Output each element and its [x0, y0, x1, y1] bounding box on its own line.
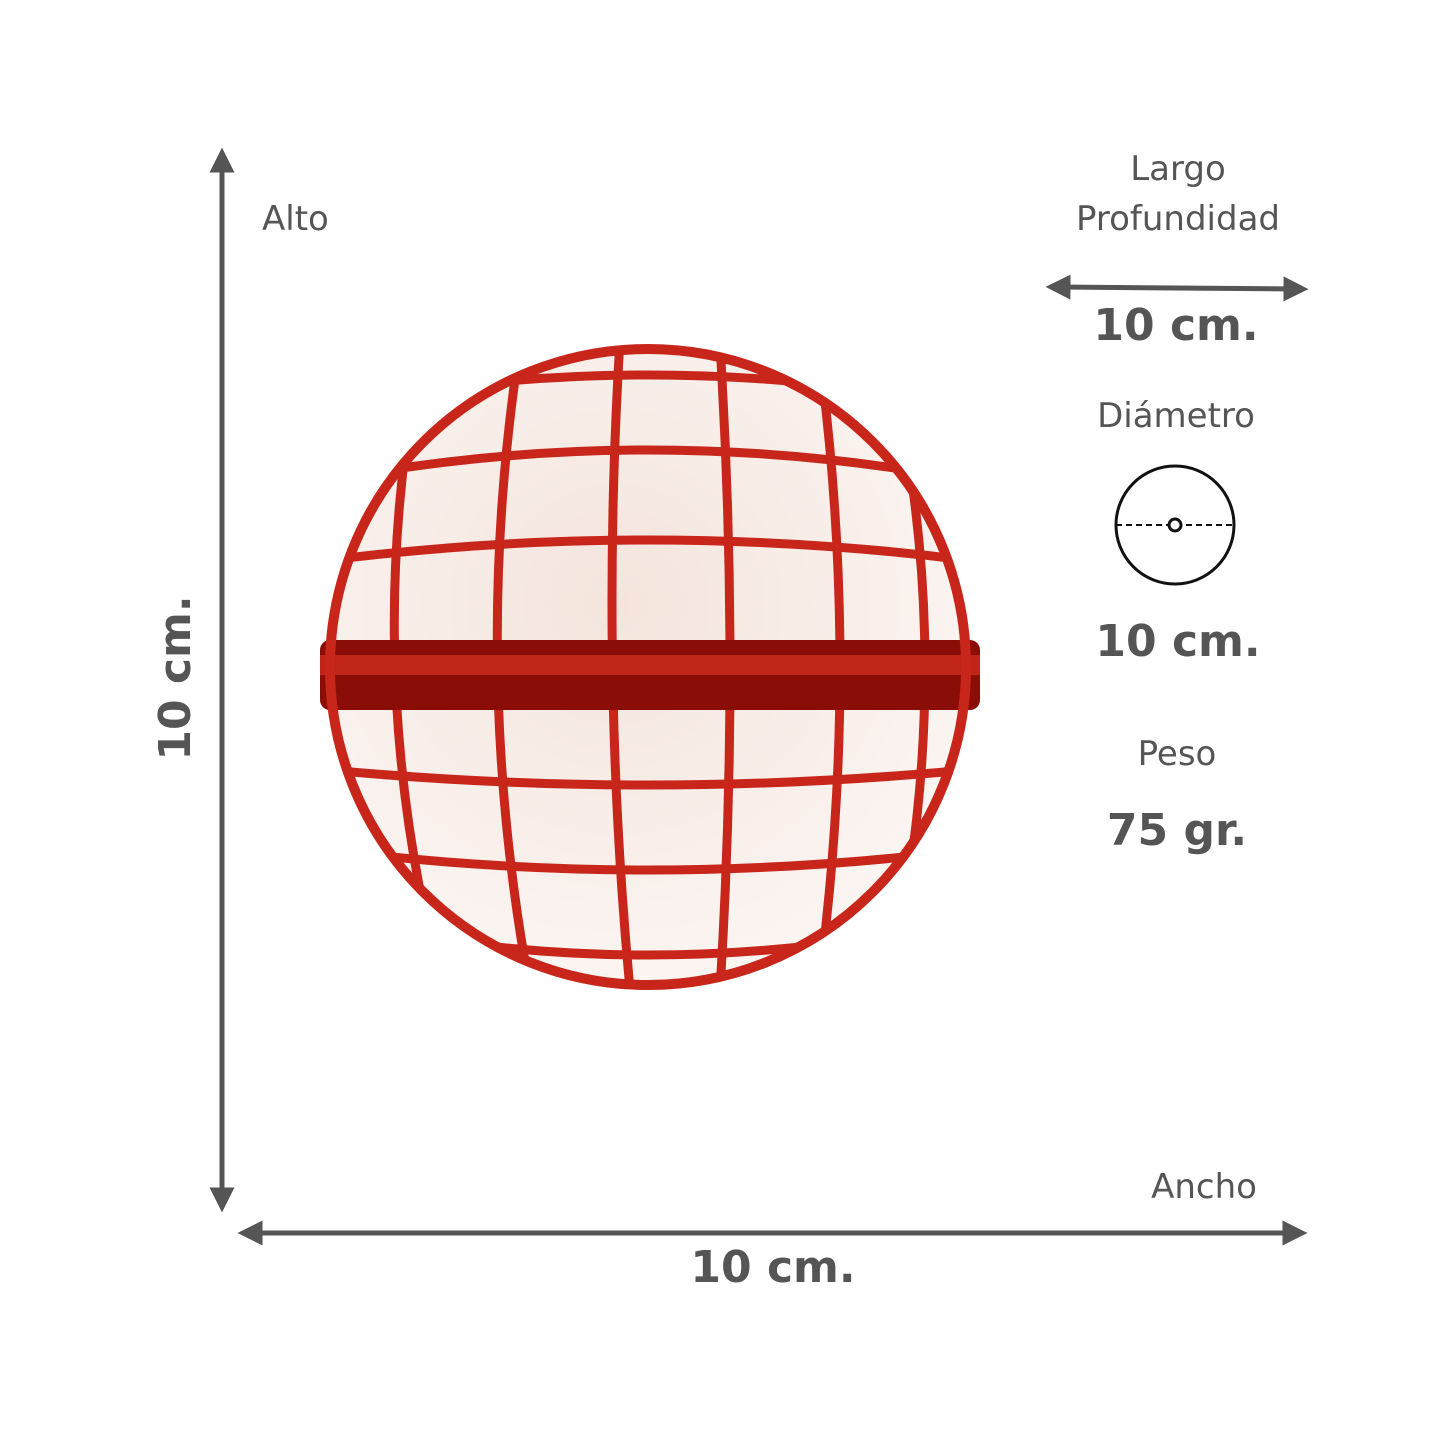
diameter-label: Diámetro: [1097, 396, 1255, 436]
ball-image: [320, 344, 980, 990]
height-value: 10 cm.: [150, 595, 201, 760]
weight-label: Peso: [1138, 734, 1217, 774]
weight-value: 75 gr.: [1107, 805, 1247, 856]
length-arrow: [1045, 274, 1309, 302]
diameter-icon: [1114, 464, 1236, 586]
length-label: Largo Profundidad: [1076, 149, 1280, 239]
length-value: 10 cm.: [1093, 300, 1258, 351]
height-label: Alto: [262, 199, 329, 239]
width-value: 10 cm.: [690, 1242, 855, 1293]
diameter-value: 10 cm.: [1095, 616, 1260, 667]
width-label: Ancho: [1151, 1167, 1257, 1207]
